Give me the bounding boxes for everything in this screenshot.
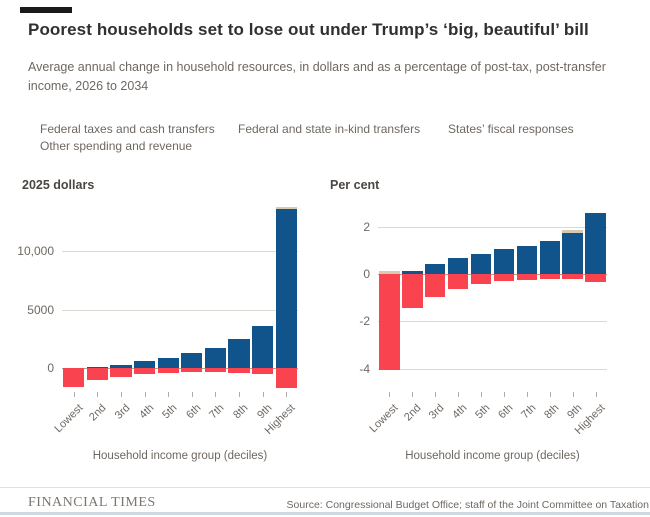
y-tick-label: 0 — [363, 267, 370, 282]
bar-segment-blue — [134, 361, 156, 368]
right-chart-unit-label: Per cent — [330, 178, 380, 192]
gridline — [62, 251, 298, 252]
x-axis-tick — [595, 392, 597, 397]
gridline — [378, 227, 607, 228]
bar-segment-blue — [110, 364, 132, 368]
bar-segment-red — [134, 368, 156, 375]
y-tick-label: -4 — [359, 361, 370, 376]
bar-segment-red — [275, 368, 297, 389]
zero-gridline — [62, 368, 298, 369]
bottom-edge-line — [0, 512, 650, 515]
bar-segment-red — [228, 368, 250, 374]
bar-segment-red — [402, 274, 423, 309]
bar-segment-red — [562, 274, 583, 279]
gridline — [378, 369, 607, 370]
y-tick-label: 0 — [47, 361, 54, 375]
x-axis-tick — [262, 392, 264, 397]
bar-segment-tan — [275, 206, 297, 210]
footer-divider — [0, 487, 650, 488]
legend-item-in-kind-transfers: Federal and state in-kind transfers — [238, 122, 421, 136]
bar-segment-tan — [562, 230, 583, 233]
x-axis-tick — [458, 392, 460, 397]
bar-segment-blue — [402, 270, 423, 275]
x-axis-tick — [215, 392, 217, 397]
bar-segment-blue — [86, 366, 108, 368]
bar-segment-blue — [516, 245, 538, 275]
bar-segment-red — [110, 368, 132, 378]
x-axis-tick — [239, 392, 240, 397]
bar-segment-red — [539, 274, 560, 279]
x-axis-tick — [572, 392, 574, 397]
x-axis-tick — [481, 392, 483, 397]
bar-segment-blue — [425, 263, 446, 275]
x-axis-tick — [389, 392, 391, 397]
bar-segment-blue — [181, 353, 203, 368]
x-axis-tick — [526, 392, 528, 397]
accent-bar — [20, 7, 72, 13]
x-axis-tick — [73, 392, 75, 397]
x-axis-tick — [191, 392, 193, 397]
x-axis-tick — [435, 392, 437, 397]
y-tick-label: 2 — [363, 219, 370, 234]
legend-item-federal-taxes: Federal taxes and cash transfers — [40, 122, 215, 136]
bar-segment-red — [493, 274, 515, 282]
gridline — [62, 310, 298, 311]
bar-segment-red — [63, 368, 85, 387]
bar-segment-red — [585, 274, 606, 283]
bar-segment-blue — [228, 339, 250, 368]
bar-segment-red — [86, 368, 108, 381]
chart-subtitle: Average annual change in household resou… — [28, 60, 606, 94]
x-axis-tick — [168, 392, 170, 397]
bar-segment-blue — [447, 257, 469, 275]
bar-segment-blue — [252, 326, 274, 368]
source-note: Source: Congressional Budget Office; sta… — [286, 499, 649, 511]
bar-segment-red — [157, 368, 179, 374]
ft-logo: FINANCIAL TIMES — [28, 495, 156, 510]
bar-segment-blue — [470, 254, 492, 275]
x-axis-tick — [97, 392, 99, 397]
bar-segment-blue — [539, 241, 560, 275]
bar-segment-red — [447, 274, 469, 290]
bar-segment-blue — [562, 232, 583, 275]
bar-segment-red — [425, 274, 446, 297]
zero-gridline — [378, 274, 607, 275]
bar-segment-red — [181, 368, 203, 373]
x-axis-tick — [549, 392, 551, 397]
x-axis-tick — [144, 392, 146, 397]
y-tick-label: 5000 — [27, 302, 54, 317]
x-axis-title: Household income group (deciles) — [92, 450, 268, 462]
x-axis-tick — [412, 392, 414, 397]
left-chart-unit-label: 2025 dollars — [22, 178, 95, 192]
x-axis-tick — [121, 392, 122, 397]
bar-segment-red — [252, 368, 274, 375]
bar-segment-blue — [157, 357, 179, 368]
legend-item-other-spending: Other spending and revenue — [40, 139, 193, 153]
bar-segment-blue — [275, 209, 297, 368]
x-axis-tick — [286, 392, 288, 397]
bar-segment-red — [379, 274, 400, 370]
bar-segment-red — [204, 368, 226, 373]
legend-item-states-fiscal: States’ fiscal responses — [448, 122, 574, 136]
y-tick-label: -2 — [359, 314, 370, 329]
chart-title: Poorest households set to lose out under… — [28, 20, 589, 39]
x-axis-tick — [503, 392, 505, 397]
bar-segment-blue — [204, 347, 226, 368]
bar-segment-blue — [585, 212, 606, 275]
bar-segment-red — [470, 274, 492, 284]
bar-segment-blue — [493, 249, 515, 275]
y-tick-label: 10,000 — [17, 244, 54, 259]
x-axis-title: Household income group (deciles) — [405, 450, 580, 462]
gridline — [378, 321, 607, 322]
bar-segment-red — [516, 274, 538, 281]
bar-segment-tan — [379, 270, 400, 275]
